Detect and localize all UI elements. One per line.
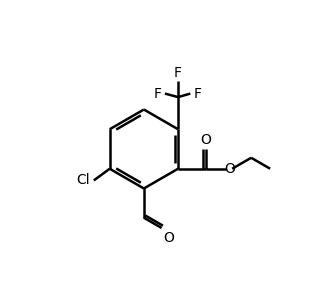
Text: F: F bbox=[174, 66, 182, 80]
Text: F: F bbox=[153, 87, 161, 101]
Text: O: O bbox=[224, 162, 235, 176]
Text: O: O bbox=[163, 231, 174, 245]
Text: F: F bbox=[194, 87, 202, 101]
Text: O: O bbox=[200, 133, 211, 147]
Text: Cl: Cl bbox=[76, 173, 89, 187]
